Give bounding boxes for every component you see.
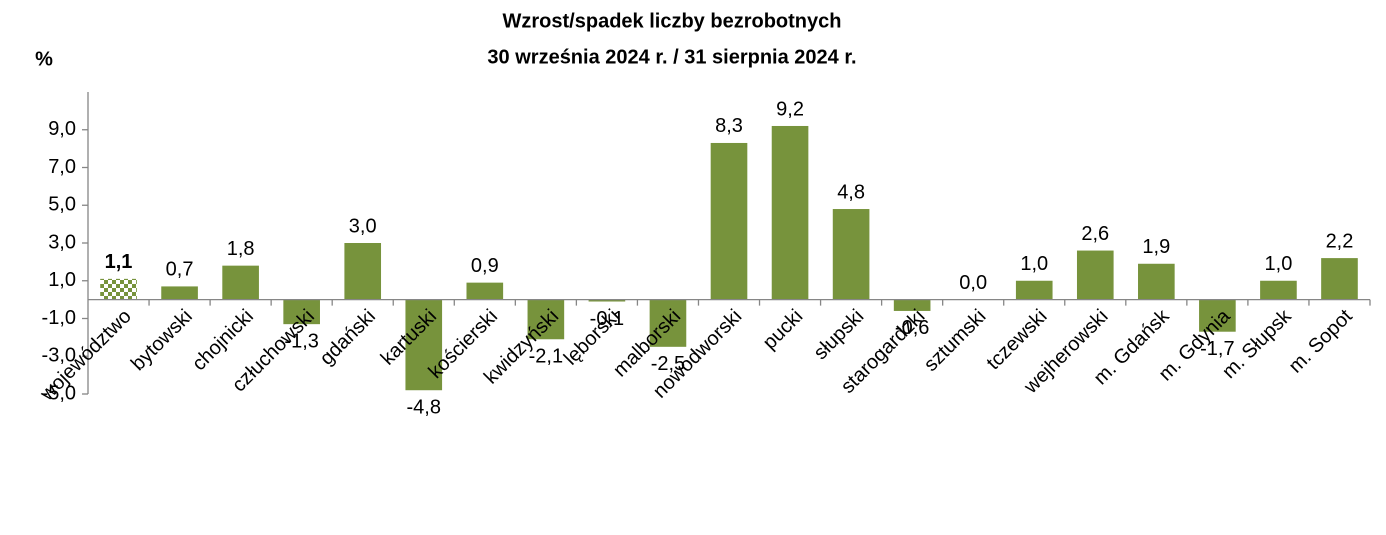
data-label: 4,8: [837, 181, 865, 203]
bar: [1199, 299, 1236, 332]
bar: [832, 209, 870, 300]
data-label: -0,1: [590, 308, 624, 330]
data-label: 2,6: [1081, 223, 1109, 245]
bar: [771, 125, 809, 300]
bar: [1260, 280, 1297, 300]
data-label: -4,8: [407, 397, 441, 419]
bar: [405, 299, 443, 391]
data-label: 8,3: [715, 115, 743, 137]
data-label: 0,7: [166, 259, 194, 281]
data-label: 2,2: [1326, 230, 1354, 252]
y-tick-label: -1,0: [42, 307, 76, 329]
bar: [1076, 250, 1114, 300]
y-tick-label: -5,0: [42, 382, 76, 404]
chart-title: Wzrost/spadek liczby bezrobotnych: [503, 10, 842, 32]
bar: [161, 286, 198, 300]
bar: [344, 243, 382, 300]
bar: [1321, 258, 1358, 300]
bar: [1138, 263, 1175, 300]
x-tick-label: m. Sopot: [1285, 305, 1357, 377]
bar: [222, 265, 259, 300]
data-label: 1,8: [227, 238, 255, 260]
data-label: -0,6: [895, 317, 929, 339]
bar: [710, 142, 748, 300]
data-label: 9,2: [776, 98, 804, 120]
data-label: 1,0: [1265, 253, 1293, 275]
x-tick-label: słupski: [810, 305, 869, 364]
data-label: 1,9: [1142, 236, 1170, 258]
bar: [1015, 280, 1053, 300]
bar: [283, 299, 320, 325]
data-label: 0,0: [959, 272, 987, 294]
bar: [100, 278, 137, 300]
data-label: -1,3: [284, 330, 318, 352]
bar: [466, 282, 504, 300]
y-axis-label: %: [35, 48, 53, 70]
y-tick-label: 1,0: [48, 269, 76, 291]
y-tick-label: 7,0: [48, 156, 76, 178]
data-label: -2,1: [529, 346, 563, 368]
x-tick-label: bytowski: [127, 305, 197, 375]
data-label: 3,0: [349, 215, 377, 237]
data-label: -2,5: [651, 353, 685, 375]
data-label: 1,1: [105, 251, 133, 273]
bar: [893, 299, 931, 311]
data-label: 0,9: [471, 255, 499, 277]
x-tick-label: sztumski: [920, 305, 991, 376]
data-label: -1,7: [1200, 338, 1234, 360]
y-tick-label: 3,0: [48, 231, 76, 253]
x-tick-label: gdański: [316, 305, 380, 369]
bar: [527, 299, 565, 340]
y-tick-label: 9,0: [48, 118, 76, 140]
x-tick-label: pucki: [759, 305, 808, 354]
y-tick-label: -3,0: [42, 345, 76, 367]
y-tick-label: 5,0: [48, 194, 76, 216]
data-label: 1,0: [1020, 253, 1048, 275]
bar: [588, 299, 626, 302]
bar: [649, 299, 687, 347]
chart-subtitle: 30 września 2024 r. / 31 sierpnia 2024 r…: [487, 46, 856, 68]
